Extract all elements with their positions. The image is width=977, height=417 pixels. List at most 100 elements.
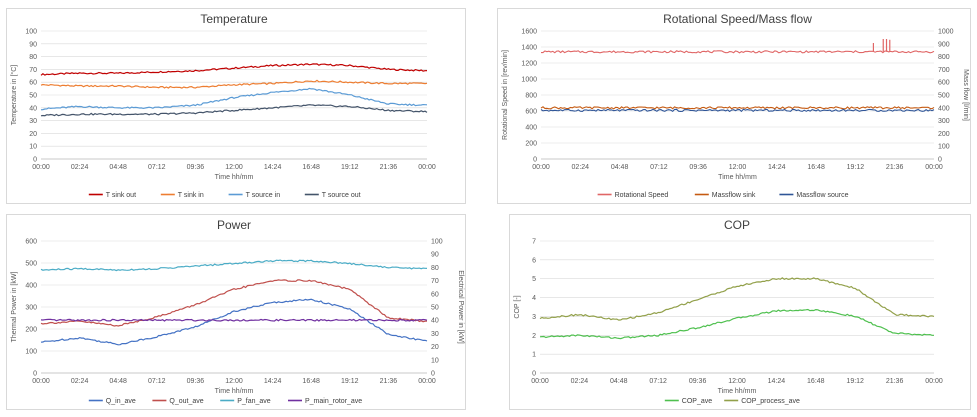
rotational-y-tick-label: 200 — [525, 141, 537, 148]
temperature-y-tick-label: 80 — [29, 54, 37, 61]
cop-x-tick-label: 16:48 — [807, 378, 825, 385]
cop-y-tick-label: 4 — [532, 295, 536, 302]
power-y-tick-label: 600 — [25, 239, 37, 246]
power-x-tick-label: 21:36 — [380, 378, 398, 385]
power-y-tick-label: 100 — [25, 349, 37, 356]
temperature-legend-label: T source out — [322, 192, 361, 199]
rotational-y-tick-label: 1200 — [521, 61, 537, 68]
power-y2-tick-label: 10 — [431, 357, 439, 364]
power-x-axis-label: Time hh/mm — [215, 388, 254, 395]
cop-y-tick-label: 0 — [532, 371, 536, 378]
rotational-x-tick-label: 02:24 — [572, 164, 590, 171]
temperature-x-tick-label: 16:48 — [302, 164, 320, 171]
temperature-series-t-sink-in — [40, 79, 428, 89]
power-y2-tick-label: 70 — [431, 278, 439, 285]
rotational-y2-tick-label: 1000 — [938, 29, 954, 36]
cop-x-tick-label: 02:24 — [571, 378, 589, 385]
cop-x-tick-label: 00:00 — [925, 378, 943, 385]
rotational-y2-tick-label: 900 — [938, 41, 950, 48]
power-y-tick-label: 500 — [25, 261, 37, 268]
temperature-legend-label: T sink out — [106, 192, 136, 199]
rotational-speed-chart: Rotational Speed/Mass flow 0 200 400 600 800 1… — [502, 12, 969, 199]
power-chart: Power 0 100 200 300 400 500 600 0 10 20 30 40 50 60 70 8… — [11, 218, 464, 405]
rotational-y2-tick-label: 200 — [938, 131, 950, 138]
temperature-x-tick-label: 19:12 — [341, 164, 359, 171]
power-x-tick-label: 09:36 — [187, 378, 205, 385]
temperature-x-axis-label: Time hh/mm — [215, 174, 254, 181]
temperature-y-tick-label: 50 — [29, 93, 37, 100]
temperature-y-tick-label: 0 — [33, 157, 37, 164]
cop-x-tick-label: 00:00 — [531, 378, 549, 385]
power-x-tick-label: 00:00 — [32, 378, 50, 385]
cop-chart: COP 0 1 2 3 4 5 6 7 00:00 02:24 04:48 07:12 09:36 12:0… — [514, 218, 943, 405]
temperature-y-tick-label: 90 — [29, 41, 37, 48]
rotational-x-tick-label: 21:36 — [886, 164, 904, 171]
rotational-x-tick-label: 04:48 — [611, 164, 629, 171]
rotational-x-tick-label: 07:12 — [650, 164, 668, 171]
cop-x-tick-label: 09:36 — [689, 378, 707, 385]
temperature-series-t-source-out — [40, 104, 428, 117]
power-y-tick-label: 300 — [25, 305, 37, 312]
rotational-y2-tick-label: 300 — [938, 118, 950, 125]
power-series-p-fan-ave — [40, 259, 428, 272]
rotational-y2-axis-label: Mass flow [l/min] — [962, 69, 969, 121]
rotational-x-tick-label: 19:12 — [847, 164, 865, 171]
temperature-chart: Temperature 0 10 20 30 40 50 60 70 80 90 100 00:00 02… — [10, 12, 436, 199]
rotational-x-tick-label: 00:00 — [532, 164, 550, 171]
cop-y-tick-label: 2 — [532, 333, 536, 340]
cop-chart-panel: COP 0 1 2 3 4 5 6 7 00:00 02:24 04:48 07:12 09:36 12:0… — [509, 214, 971, 410]
power-x-tick-label: 02:24 — [71, 378, 89, 385]
power-y2-tick-label: 80 — [431, 265, 439, 272]
rotational-y2-tick-label: 700 — [938, 67, 950, 74]
temperature-x-tick-label: 12:00 — [225, 164, 243, 171]
power-y-axis-label: Thermal Power in [kW] — [11, 272, 18, 343]
temperature-x-tick-label: 00:00 — [418, 164, 436, 171]
cop-legend-label: COP_process_ave — [741, 398, 800, 405]
rotational-x-tick-label: 12:00 — [729, 164, 747, 171]
power-x-tick-label: 14:24 — [264, 378, 282, 385]
power-x-tick-label: 00:00 — [418, 378, 436, 385]
rotational-x-tick-label: 14:24 — [768, 164, 786, 171]
temperature-legend-label: T sink in — [178, 192, 204, 199]
rotational-series-massflow-source — [540, 108, 935, 113]
cop-y-axis-label: COP [-] — [514, 295, 521, 318]
power-legend-label: Q_out_ave — [169, 398, 203, 405]
temperature-legend-label: T source in — [246, 192, 281, 199]
rotational-x-tick-label: 00:00 — [925, 164, 943, 171]
power-y-tick-label: 400 — [25, 283, 37, 290]
power-y2-tick-label: 20 — [431, 344, 439, 351]
power-legend-label: P_main_rotor_ave — [305, 398, 362, 405]
power-y2-axis-label: Electrical Power in [kW] — [457, 270, 464, 344]
rotational-series-massflow-sink — [540, 106, 935, 110]
rotational-y-tick-label: 1000 — [521, 77, 537, 84]
power-y2-tick-label: 60 — [431, 291, 439, 298]
temperature-y-tick-label: 30 — [29, 118, 37, 125]
temperature-x-tick-label: 14:24 — [264, 164, 282, 171]
temperature-y-tick-label: 10 — [29, 144, 37, 151]
power-legend-label: Q_in_ave — [106, 398, 136, 405]
power-chart-panel: Power 0 100 200 300 400 500 600 0 10 20 30 40 50 60 70 8… — [6, 214, 466, 410]
power-y2-tick-label: 50 — [431, 305, 439, 312]
temperature-y-tick-label: 20 — [29, 131, 37, 138]
power-x-tick-label: 04:48 — [109, 378, 127, 385]
rotational-y2-tick-label: 600 — [938, 80, 950, 87]
cop-x-tick-label: 12:00 — [728, 378, 746, 385]
power-y2-tick-label: 90 — [431, 252, 439, 259]
power-y2-tick-label: 0 — [431, 371, 435, 378]
rotational-y-tick-label: 0 — [533, 157, 537, 164]
rotational-y2-tick-label: 100 — [938, 144, 950, 151]
rotational-y-tick-label: 1600 — [521, 29, 537, 36]
cop-series-cop-ave — [539, 308, 934, 340]
rotational-y-axis-label: Rotational Speed in [rev/min] — [502, 50, 509, 140]
power-y-tick-label: 0 — [33, 371, 37, 378]
cop-y-tick-label: 7 — [532, 239, 536, 246]
power-y-tick-label: 200 — [25, 327, 37, 334]
power-series-q-in-ave — [40, 298, 428, 346]
temperature-x-tick-label: 21:36 — [380, 164, 398, 171]
cop-x-tick-label: 14:24 — [768, 378, 786, 385]
temperature-y-axis-label: Temperature in [°C] — [10, 65, 18, 125]
temperature-chart-title: Temperature — [200, 12, 268, 26]
rotational-y-tick-label: 1400 — [521, 45, 537, 52]
cop-x-tick-label: 19:12 — [846, 378, 864, 385]
cop-x-axis-label: Time hh/mm — [718, 388, 757, 395]
